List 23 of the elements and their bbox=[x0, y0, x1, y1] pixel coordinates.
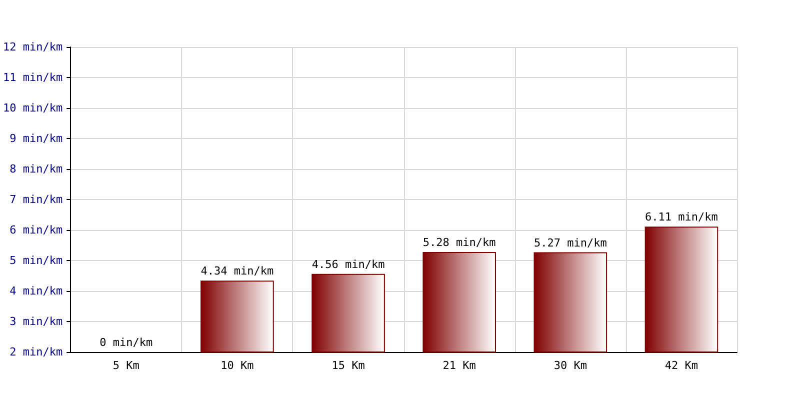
data-label: 5.27 min/km bbox=[534, 236, 608, 250]
text: 0 min/km bbox=[100, 336, 153, 349]
y-tick-label: 10 min/km bbox=[2, 102, 63, 114]
data-label: 4.56 min/km bbox=[312, 258, 386, 271]
x-tick-label: 10 Km bbox=[220, 359, 254, 372]
x-tick-label: 5 Km bbox=[112, 359, 140, 372]
data-label: 4.34 min/km bbox=[200, 264, 274, 278]
y-tick-label: 2 min/km bbox=[10, 346, 63, 358]
y-tick-label: 12 min/km bbox=[2, 40, 63, 54]
y-tick-label: 3 min/km bbox=[10, 315, 63, 328]
y-tick-label: 9 min/km bbox=[10, 132, 63, 145]
data-label: 6.11 min/km bbox=[645, 210, 718, 224]
x-tick-label: 30 Km bbox=[554, 359, 588, 372]
y-tick-label: 5 min/km bbox=[10, 254, 63, 267]
y-tick-label: 4 min/km bbox=[10, 284, 63, 298]
y-tick-label: 8 min/km bbox=[10, 162, 63, 176]
y-tick-label: 7 min/km bbox=[10, 193, 63, 206]
y-tick-label: 11 min/km bbox=[2, 71, 63, 84]
x-tick-label: 15 Km bbox=[332, 359, 366, 372]
data-label: 5.28 min/km bbox=[422, 236, 496, 249]
x-tick-label: 42 Km bbox=[664, 359, 698, 372]
y-tick-label: 6 min/km bbox=[10, 224, 63, 236]
x-tick-label: 21 Km bbox=[442, 359, 476, 372]
